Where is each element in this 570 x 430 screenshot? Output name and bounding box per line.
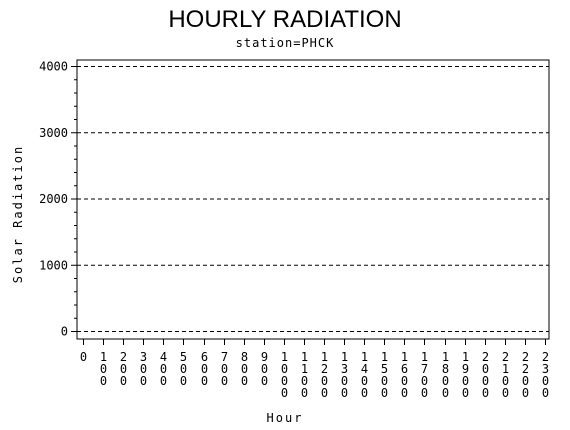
y-tick-label: 4000 — [39, 60, 68, 74]
x-tick-label-char: 2 — [321, 362, 328, 376]
y-tick-label: 3000 — [39, 126, 68, 140]
x-tick-label-char: 0 — [261, 362, 268, 376]
x-tick-label-char: 0 — [160, 374, 167, 388]
y-tick-label: 1000 — [39, 258, 68, 272]
x-tick-label-char: 0 — [542, 386, 549, 400]
x-tick-label-char: 0 — [281, 386, 288, 400]
x-tick-label-char: 6 — [201, 350, 208, 364]
x-tick-label-char: 0 — [100, 374, 107, 388]
x-tick-label-char: 5 — [381, 362, 388, 376]
x-tick-label-char: 0 — [301, 374, 308, 388]
x-tick-label-char: 0 — [442, 374, 449, 388]
x-tick-label-char: 0 — [180, 362, 187, 376]
x-tick-label-char: 1 — [321, 350, 328, 364]
x-tick-label-char: 0 — [80, 350, 87, 364]
x-tick-label-char: 0 — [502, 386, 509, 400]
x-tick-label-char: 0 — [522, 386, 529, 400]
x-tick-label-char: 0 — [542, 374, 549, 388]
x-tick-label-char: 0 — [341, 374, 348, 388]
x-tick-label-char: 2 — [482, 350, 489, 364]
chart-subtitle: station=PHCK — [235, 36, 335, 50]
x-tick-label-char: 1 — [401, 350, 408, 364]
x-tick-label-char: 0 — [241, 374, 248, 388]
x-tick-label-char: 1 — [361, 350, 368, 364]
chart-title: HOURLY RADIATION — [168, 6, 402, 33]
y-tick-label: 2000 — [39, 192, 68, 206]
x-tick-label-char: 6 — [401, 362, 408, 376]
x-tick-label-char: 2 — [522, 350, 529, 364]
x-tick-label-char: 0 — [502, 374, 509, 388]
x-tick-label-char: 0 — [381, 386, 388, 400]
x-tick-label-char: 0 — [241, 362, 248, 376]
x-tick-label-char: 8 — [241, 350, 248, 364]
x-tick-label-char: 9 — [462, 362, 469, 376]
x-tick-label-char: 0 — [341, 386, 348, 400]
x-tick-label-char: 0 — [381, 374, 388, 388]
x-tick-label-char: 0 — [120, 362, 127, 376]
x-tick-label-char: 0 — [201, 362, 208, 376]
x-tick-label-char: 1 — [381, 350, 388, 364]
x-tick-label-char: 1 — [281, 350, 288, 364]
x-tick-label-char: 0 — [301, 386, 308, 400]
x-tick-label-char: 4 — [160, 350, 167, 364]
x-tick-label-char: 2 — [522, 362, 529, 376]
x-tick-label-char: 0 — [201, 374, 208, 388]
x-tick-label-char: 0 — [482, 374, 489, 388]
x-tick-label-char: 0 — [221, 362, 228, 376]
x-tick-label-char: 0 — [180, 374, 187, 388]
x-tick-label-char: 0 — [482, 362, 489, 376]
x-tick-label-char: 1 — [301, 350, 308, 364]
x-tick-label-char: 0 — [321, 374, 328, 388]
x-tick-label-char: 8 — [442, 362, 449, 376]
x-tick-label-char: 7 — [221, 350, 228, 364]
x-tick-label-char: 0 — [401, 386, 408, 400]
x-tick-label-char: 0 — [462, 374, 469, 388]
x-tick-label-char: 3 — [140, 350, 147, 364]
x-tick-label-char: 0 — [522, 374, 529, 388]
y-tick-label: 0 — [61, 325, 68, 339]
x-tick-label-char: 0 — [401, 374, 408, 388]
x-tick-label-char: 0 — [462, 386, 469, 400]
x-tick-label-char: 0 — [442, 386, 449, 400]
x-tick-label-char: 0 — [140, 362, 147, 376]
x-tick-label-char: 0 — [160, 362, 167, 376]
x-tick-label-char: 0 — [100, 362, 107, 376]
x-tick-label-char: 1 — [100, 350, 107, 364]
x-tick-label-char: 5 — [180, 350, 187, 364]
x-tick-label-char: 7 — [421, 362, 428, 376]
x-tick-label-char: 1 — [502, 362, 509, 376]
x-tick-label-char: 0 — [482, 386, 489, 400]
x-tick-label-char: 4 — [361, 362, 368, 376]
x-tick-label-char: 0 — [261, 374, 268, 388]
x-tick-label-char: 2 — [502, 350, 509, 364]
x-tick-label-char: 1 — [301, 362, 308, 376]
x-tick-label-char: 0 — [221, 374, 228, 388]
x-tick-label-char: 1 — [442, 350, 449, 364]
x-tick-label-char: 3 — [542, 362, 549, 376]
x-tick-label-char: 0 — [421, 374, 428, 388]
x-tick-label-char: 1 — [341, 350, 348, 364]
x-tick-label-char: 0 — [361, 386, 368, 400]
x-tick-label-char: 2 — [542, 350, 549, 364]
x-tick-label-char: 0 — [140, 374, 147, 388]
x-tick-label-char: 0 — [421, 386, 428, 400]
x-tick-label-char: 0 — [281, 374, 288, 388]
x-tick-label-char: 0 — [321, 386, 328, 400]
x-tick-label-char: 0 — [120, 374, 127, 388]
x-tick-label-char: 9 — [261, 350, 268, 364]
x-tick-label-char: 3 — [341, 362, 348, 376]
x-tick-label-char: 2 — [120, 350, 127, 364]
x-tick-label-char: 1 — [462, 350, 469, 364]
x-tick-label-char: 0 — [361, 374, 368, 388]
x-tick-label-char: 0 — [281, 362, 288, 376]
x-axis-label: Hour — [266, 411, 304, 425]
x-tick-label-char: 1 — [421, 350, 428, 364]
